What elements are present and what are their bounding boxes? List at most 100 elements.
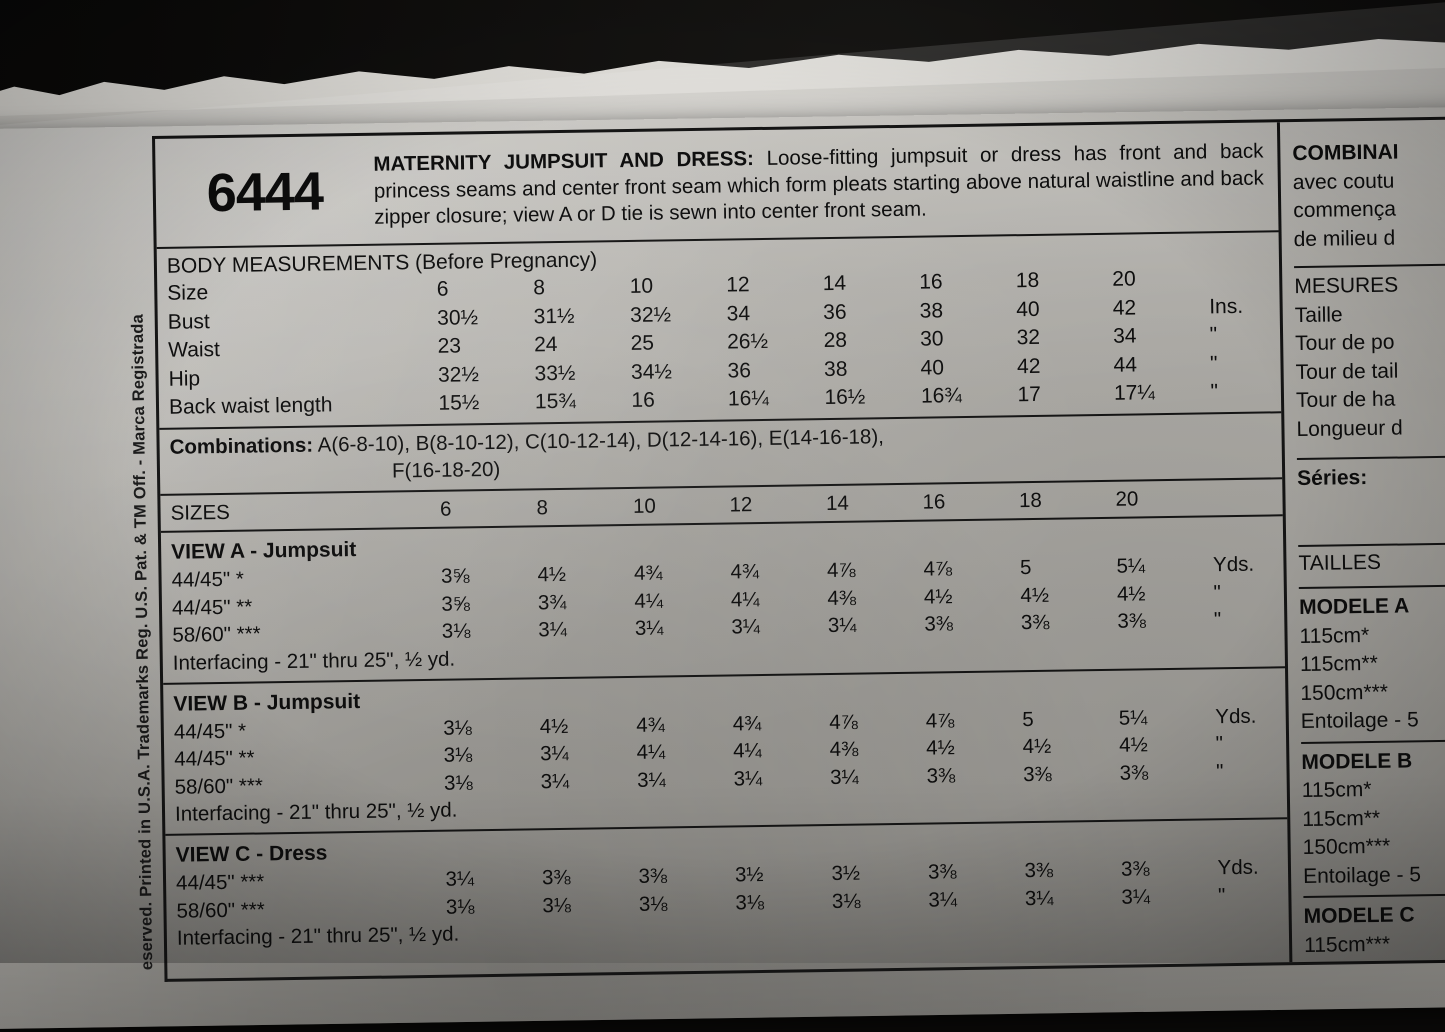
measurement-value: 17¼ <box>1113 381 1156 405</box>
measurement-value: 23 <box>437 334 462 358</box>
fabric-width-label: 44/45" * <box>173 719 247 744</box>
measurement-value: 28 <box>823 328 848 353</box>
yardage-value: 3⅜ <box>1120 857 1150 881</box>
measurement-value: 34 <box>726 301 751 325</box>
views-container: VIEW A - Jumpsuit 44/45" * 3⅝ 4½ 4¾ 4¾ 4⅞ 4⅞ 5 5¼… <box>160 516 1289 958</box>
fabric-width-label: 58/60" *** <box>172 622 261 647</box>
yardage-value: 3⅛ <box>441 619 471 643</box>
fabric-width-label: 44/45" *** <box>175 870 265 895</box>
measurement-value: 31½ <box>533 304 575 328</box>
french-view-block: MODELE B 115cm* 115cm** 150cm*** Entoilage -… <box>1301 741 1445 899</box>
yardage-unit: Yds. <box>1212 552 1255 577</box>
yardage-value: 3¼ <box>827 613 857 638</box>
measurement-value: 33½ <box>534 361 576 385</box>
yardage-unit: Yds. <box>1215 704 1257 728</box>
french-measurement-label: Tour de po <box>1295 330 1395 356</box>
measurement-value: 36 <box>727 358 752 382</box>
pattern-description: MATERNITY JUMPSUIT AND DRESS: Loose-fitt… <box>373 132 1278 235</box>
pattern-number: 6444 <box>206 161 324 224</box>
yardage-value: 3⅜ <box>1119 760 1149 785</box>
yardage-value: 4⅞ <box>829 710 858 734</box>
yardage-value: 3⅜ <box>1024 858 1054 883</box>
size-value: 20 <box>1115 486 1139 511</box>
yardage-value: 3⅛ <box>443 743 473 767</box>
measurement-value: 32½ <box>630 302 672 327</box>
measurement-label: Waist <box>168 338 221 362</box>
french-header-line: de milieu d <box>1293 226 1396 251</box>
yardage-value: 4⅞ <box>925 708 955 733</box>
yardage-value: 4⅜ <box>829 737 859 762</box>
yardage-value: 3⅜ <box>638 864 668 888</box>
yardage-value: 4½ <box>537 562 567 587</box>
yardage-value: 4¼ <box>733 739 762 763</box>
french-interfacing-note: Entoilage - 5 <box>1300 708 1419 734</box>
yardage-value: 4½ <box>1116 581 1146 606</box>
french-fabric-width: 115cm*** <box>1303 932 1391 957</box>
yardage-value: 3⅛ <box>443 770 473 795</box>
yardage-value: 3¼ <box>928 887 958 912</box>
fabric-width-label: 44/45" * <box>171 567 245 592</box>
yardage-value: 3⅛ <box>831 889 861 913</box>
measurement-value: 32 <box>1016 325 1041 350</box>
french-fabric-width: 150cm*** <box>1302 834 1391 860</box>
french-combinations-block: Séries: <box>1296 457 1445 548</box>
measurement-value: 15½ <box>438 391 480 415</box>
measurement-value: 30 <box>919 327 944 351</box>
measurement-value: 16½ <box>824 385 866 410</box>
measurement-value: 25 <box>630 331 655 355</box>
header-block: 6444 MATERNITY JUMPSUIT AND DRESS: Loose… <box>155 122 1279 249</box>
french-measurement-label: Taille <box>1294 302 1343 327</box>
sizes-label: SIZES <box>170 500 231 525</box>
measurement-value: 42 <box>1112 295 1137 320</box>
yardage-value: 4¾ <box>633 561 663 585</box>
yardage-value: 3⅜ <box>1022 762 1052 786</box>
measurement-label: Size <box>167 281 209 305</box>
yardage-value: 4½ <box>1020 583 1050 607</box>
size-value: 10 <box>632 494 657 518</box>
french-combinations-label: Séries: <box>1297 466 1368 491</box>
measurement-value: 42 <box>1016 354 1041 378</box>
measurement-value: 12 <box>726 273 750 297</box>
yardage-value: 3¼ <box>731 615 761 639</box>
french-views-container: MODELE A 115cm* 115cm** 150cm*** Entoilage -… <box>1298 586 1445 962</box>
yardage-value: 3½ <box>831 861 861 885</box>
body-measurements-table: Size 6 8 10 12 14 16 18 20 Bust 30½ 31½ 32½ 34 36 38 40 4… <box>167 263 1281 422</box>
measurement-value: 40 <box>1016 297 1040 321</box>
yardage-value: 3⅛ <box>542 893 572 917</box>
measurement-value: 18 <box>1015 268 1040 293</box>
yardage-value: 4¾ <box>732 711 762 735</box>
french-column: COMBINAI avec coutu commença de milieu d M… <box>1280 119 1445 962</box>
yardage-value: 3¼ <box>540 741 569 766</box>
yardage-value: 4⅞ <box>826 558 856 583</box>
measurement-label: Bust <box>167 309 210 334</box>
yardage-value: 3⅜ <box>927 860 957 884</box>
fabric-width-label: 58/60" *** <box>176 897 265 923</box>
measurement-unit: " <box>1209 323 1218 347</box>
size-value: 18 <box>1018 488 1043 512</box>
french-measurements-heading: MESURES <box>1294 273 1399 299</box>
combinations-label: Combinations: <box>169 433 314 459</box>
size-value: 6 <box>439 497 452 521</box>
measurement-value: 16¾ <box>920 384 963 408</box>
yardage-value: 3¼ <box>733 766 763 790</box>
measurement-value: 16 <box>631 388 655 412</box>
french-header-line: avec coutu <box>1292 169 1395 194</box>
french-measurement-label: Tour de ha <box>1295 387 1396 413</box>
french-interfacing-note: Entoilage - 5 <box>1302 862 1422 888</box>
yardage-value: 3⅜ <box>1020 610 1050 635</box>
measurement-value: 10 <box>629 274 654 298</box>
yardage-value: 3¼ <box>1024 886 1054 910</box>
yardage-unit: Yds. <box>1217 855 1259 880</box>
yardage-value: 5 <box>1019 556 1032 580</box>
french-fabric-width: 115cm** <box>1299 651 1378 677</box>
measurement-value: 40 <box>920 355 945 380</box>
yardage-value: 4¾ <box>730 560 760 584</box>
french-sizes-block: TAILLES <box>1298 544 1445 590</box>
yardage-value: 3⅜ <box>1117 609 1147 633</box>
fabric-width-label: 58/60" *** <box>174 773 264 799</box>
yardage-value: 4⅜ <box>827 586 857 610</box>
yardage-value: 4¼ <box>730 587 760 611</box>
yardage-value: 4¾ <box>636 712 665 737</box>
french-header-line: commença <box>1293 197 1397 223</box>
